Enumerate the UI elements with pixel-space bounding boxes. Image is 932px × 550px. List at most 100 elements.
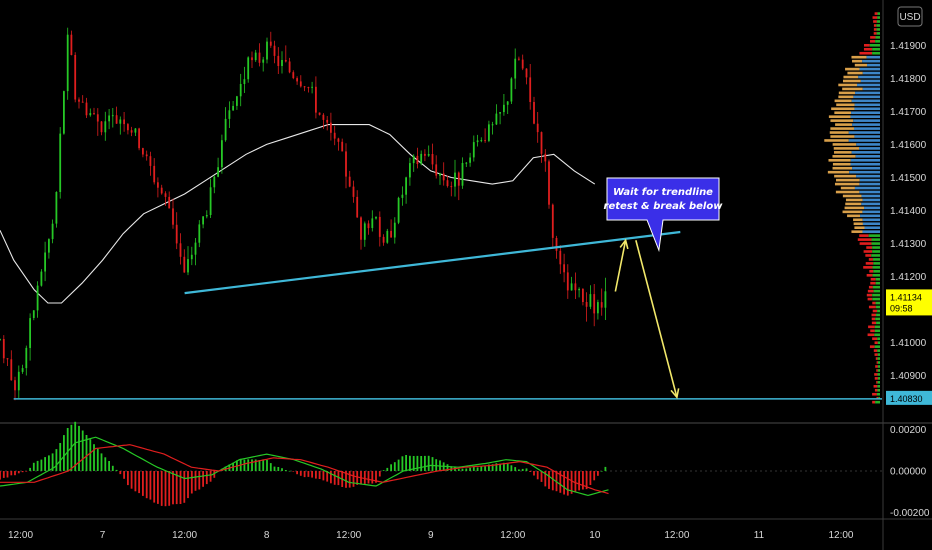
- price-pane[interactable]: Wait for trendline retest & break below: [0, 12, 882, 404]
- volume-profile-bar: [831, 107, 855, 111]
- projection-arrows[interactable]: [614, 238, 680, 399]
- callout-text-line-1: Wait for trendline: [613, 187, 713, 198]
- volume-profile-bar: [875, 277, 880, 281]
- volume-profile-bar: [876, 321, 880, 325]
- candle-body: [243, 79, 246, 84]
- volume-profile-bar: [876, 369, 878, 372]
- candle-body: [138, 128, 140, 149]
- candle-body: [258, 52, 261, 63]
- candle-body: [198, 224, 201, 243]
- candle-body: [10, 359, 13, 381]
- histogram-bar: [510, 465, 513, 471]
- candle-body: [582, 288, 584, 302]
- volume-profile-bar: [862, 210, 880, 214]
- macd-pane[interactable]: [0, 421, 882, 507]
- time-axis[interactable]: 12:00 7 12:00 8 12:00 9 12:00 10 12:00 11 12:00: [8, 530, 854, 541]
- price-axis[interactable]: 1.40900 1.41000 1.41200 1.41300 1.41400 1.415…: [890, 41, 927, 382]
- volume-profile-bar: [834, 99, 852, 103]
- histogram-bar: [104, 457, 107, 471]
- histogram-bar: [123, 471, 125, 479]
- histogram-bar: [378, 471, 381, 477]
- volume-profile-bar: [876, 20, 880, 23]
- candle-body: [104, 121, 107, 133]
- macd-line: [0, 436, 609, 497]
- histogram-bar: [563, 471, 565, 495]
- volume-profile-bar: [877, 309, 880, 313]
- candle-body: [589, 294, 592, 307]
- volume-profile-bar: [870, 40, 876, 43]
- histogram-bar: [382, 470, 385, 471]
- histogram-bar: [194, 471, 197, 491]
- volume-profile-bar: [877, 381, 880, 384]
- candle-body: [439, 173, 441, 176]
- volume-profile-bar: [863, 266, 873, 269]
- macd-histogram: [0, 421, 607, 507]
- candle-body: [145, 154, 148, 157]
- histogram-bar: [446, 464, 449, 471]
- currency-button[interactable]: USD: [897, 6, 923, 27]
- volume-profile-bar: [868, 325, 875, 329]
- trendline[interactable]: [184, 230, 681, 295]
- volume-profile-bar: [862, 198, 880, 202]
- histogram-bar: [311, 471, 313, 478]
- volume-profile-bar: [869, 270, 874, 273]
- candle-body: [307, 87, 310, 89]
- histogram-bar: [503, 462, 505, 471]
- candle-body: [221, 140, 223, 168]
- volume-profile-bar: [859, 242, 872, 245]
- volume-profile-bar: [851, 99, 880, 103]
- volume-profile-bar: [855, 155, 880, 158]
- macd-axis[interactable]: 0.00200 0.00000 -0.00200: [890, 425, 930, 519]
- volume-profile-bar: [874, 377, 878, 380]
- volume-profile-bar: [853, 95, 880, 99]
- histogram-bar: [74, 421, 77, 471]
- histogram-bar: [393, 462, 396, 471]
- callout[interactable]: Wait for trendline retest & break below: [604, 177, 724, 253]
- volume-profile-bar: [842, 194, 862, 198]
- volume-profile-bar: [845, 67, 860, 71]
- price-tick-label: 1.41200: [890, 272, 927, 283]
- volume-profile-bar: [861, 202, 880, 206]
- candle-body: [450, 186, 453, 188]
- volume-profile-bar: [871, 321, 877, 325]
- histogram-bar: [36, 460, 39, 471]
- candle-body: [521, 59, 524, 69]
- candle-body: [409, 163, 411, 178]
- volume-profile-bar: [847, 214, 861, 218]
- histogram-bar: [127, 471, 129, 486]
- volume-profile-bar: [870, 36, 876, 39]
- histogram-bar: [529, 471, 532, 472]
- candle-body: [236, 96, 238, 106]
- candle-body: [66, 34, 69, 92]
- candle-body: [563, 264, 565, 273]
- volume-profile-bar: [874, 329, 880, 333]
- candle-body: [55, 192, 58, 224]
- candle-body: [371, 218, 374, 228]
- histogram-bar: [548, 471, 550, 489]
- candle-body: [345, 151, 347, 177]
- time-tick-label: 12:00: [8, 530, 33, 541]
- volume-profile-bar: [873, 270, 880, 273]
- candle-body: [187, 259, 189, 273]
- volume-profile-bar: [859, 67, 880, 71]
- volume-profile-bar: [875, 357, 878, 360]
- candle-body: [14, 380, 16, 391]
- volume-profile-bar: [851, 55, 867, 59]
- candle-body: [172, 208, 174, 225]
- candle-body: [149, 156, 152, 166]
- histogram-bar: [544, 471, 547, 487]
- histogram-bar: [352, 471, 355, 487]
- histogram-bar: [427, 455, 430, 471]
- volume-profile-bar: [850, 115, 880, 118]
- volume-profile-bar: [852, 59, 863, 63]
- time-tick-label: 10: [589, 530, 601, 541]
- volume-profile-bar: [872, 301, 876, 305]
- histogram-bar: [44, 457, 46, 471]
- volume-profile-bar: [870, 277, 876, 281]
- histogram-bar: [604, 466, 607, 471]
- candle-body: [284, 60, 287, 62]
- candle-body: [393, 222, 396, 238]
- candle-body: [81, 101, 84, 103]
- histogram-bar: [348, 471, 351, 488]
- volume-profile-bar: [868, 305, 876, 309]
